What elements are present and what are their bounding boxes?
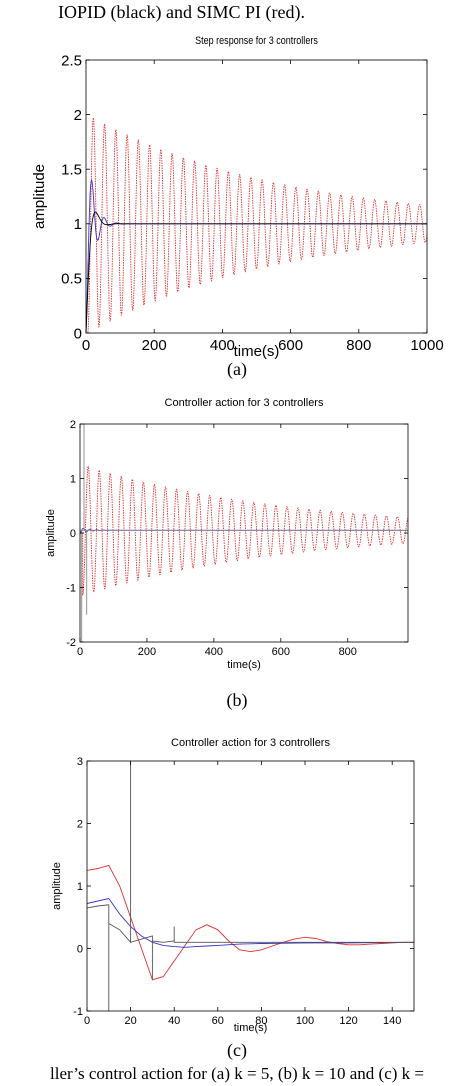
x-tick-label: 0 — [84, 1015, 90, 1027]
y-tick-label: 2 — [77, 818, 83, 830]
y-tick-label: 0 — [77, 943, 83, 955]
y-tick-label: 2 — [70, 419, 76, 431]
x-tick-label: 0 — [77, 646, 83, 658]
y-tick-label: 1 — [70, 473, 76, 485]
x-tick-label: 400 — [210, 337, 235, 354]
header-text: IOPID (black) and SIMC PI (red). — [58, 2, 305, 22]
y-tick-label: 0.5 — [61, 271, 82, 288]
y-tick-label: 1.5 — [61, 161, 82, 178]
x-tick-label: 80 — [255, 1015, 267, 1027]
y-tick-label: 0 — [70, 528, 76, 540]
plot-frame — [86, 760, 415, 1012]
x-tick-label: 600 — [272, 646, 290, 658]
y-tick-label: -1 — [73, 1006, 83, 1018]
y-tick-label: 0 — [74, 325, 82, 342]
y-tick-label: -2 — [66, 637, 76, 649]
y-tick-label: -1 — [66, 582, 76, 594]
y-tick-label: 1 — [77, 881, 83, 893]
y-axis-label: amplitude — [45, 509, 57, 557]
plot-frame — [85, 59, 428, 334]
x-tick-label: 40 — [168, 1015, 180, 1027]
x-tick-label: 200 — [142, 337, 167, 354]
caption-a: (a) — [227, 359, 247, 379]
footer-text: ller’s control action for (a) k = 5, (b)… — [50, 1064, 424, 1083]
series-line-2 — [86, 211, 427, 333]
y-tick-label: 1 — [74, 216, 82, 233]
y-axis-label: amplitude — [31, 164, 48, 229]
x-tick-label: 140 — [383, 1015, 401, 1027]
series-line-2 — [87, 761, 414, 1011]
caption-c: (c) — [227, 1040, 247, 1060]
x-tick-label: 100 — [296, 1015, 314, 1027]
x-tick-label: 200 — [138, 646, 156, 658]
x-axis-label: time(s) — [227, 659, 261, 671]
x-tick-label: 60 — [212, 1015, 224, 1027]
series-line-0 — [86, 116, 427, 333]
x-tick-label: 1000 — [410, 337, 443, 354]
x-tick-label: 800 — [339, 646, 357, 658]
chart-title: Controller action for 3 controllers — [165, 397, 324, 409]
x-tick-label: 600 — [278, 337, 303, 354]
series-line-0 — [87, 864, 414, 981]
x-axis-label: time(s) — [234, 1022, 268, 1034]
x-tick-label: 120 — [339, 1015, 357, 1027]
caption-b: (b) — [226, 690, 248, 710]
chart-controller-action-b: Controller action for 3 controllers 0 200 4… — [45, 397, 409, 671]
y-tick-label: 2 — [74, 107, 82, 124]
chart-title: Step response for 3 controllers — [195, 35, 318, 47]
x-axis-label: time(s) — [234, 343, 280, 360]
chart-title: Controller action for 3 controllers — [171, 737, 330, 749]
y-tick-label: 2.5 — [61, 52, 82, 69]
y-axis-label: amplitude — [51, 862, 63, 910]
x-tick-label: 0 — [82, 337, 90, 354]
series-line-0 — [80, 465, 408, 596]
series-line-2 — [80, 424, 408, 642]
series-line-1 — [87, 897, 414, 948]
y-tick-label: 3 — [77, 756, 83, 768]
x-tick-label: 400 — [205, 646, 223, 658]
x-tick-label: 800 — [346, 337, 371, 354]
x-tick-label: 20 — [124, 1015, 136, 1027]
chart-step-response: Step response for 3 controllers 0 200 400 60… — [31, 35, 444, 360]
